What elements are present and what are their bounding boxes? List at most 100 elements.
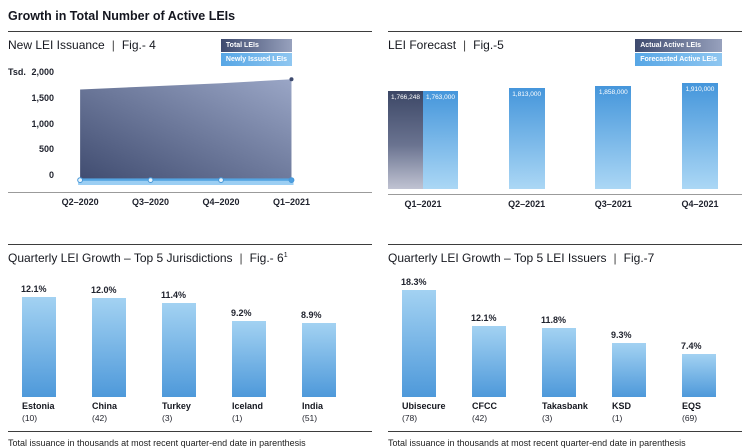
category-cell-ubisecure: Ubisecure (78)	[402, 401, 446, 427]
x-tick-label: Q4–2020	[202, 197, 240, 207]
fig4-title: New LEI Issuance	[8, 38, 105, 52]
y-tick: 1,000	[31, 118, 54, 129]
panel-fig7-frame: Quarterly LEI Growth – Top 5 LEI Issuers…	[388, 244, 742, 448]
fig6-title: Quarterly LEI Growth – Top 5 Jurisdictio…	[8, 251, 233, 265]
fig6-category-labels: Estonia (10) China (42) Turkey (3) Iceland (1) I…	[8, 401, 372, 427]
category-name: EQS	[682, 401, 702, 411]
category-cell-turkey: Turkey (3)	[162, 401, 196, 427]
fig7-bars: 18.3% 12.1% 11.8% 9.3% 7.4%	[388, 274, 742, 397]
fig5-x-axis-line	[388, 194, 742, 195]
top-row: New LEI Issuance | Fig.- 4 Total LEIs Newl…	[0, 31, 750, 244]
fig5-x-labels: Q1–2021 Q2–2021 Q3–2021 Q4–2021	[388, 199, 742, 209]
fig5-title: LEI Forecast	[388, 38, 457, 52]
bar-group-Q1-2021: 1,766,248 1,763,000	[388, 91, 458, 189]
category-count: (3)	[162, 413, 173, 423]
title-separator: |	[239, 251, 243, 265]
category-name: KSD	[612, 401, 632, 411]
fig7-footnote: Total issuance in thousands at most rece…	[388, 438, 686, 448]
newly-issued-marker	[218, 177, 224, 183]
panel-fig6-frame: Quarterly LEI Growth – Top 5 Jurisdictio…	[8, 244, 372, 448]
x-tick-label: Q3–2021	[594, 199, 632, 209]
bar-value-label: 1,763,000	[426, 94, 455, 101]
bar-percent-label: 18.3%	[401, 277, 427, 287]
fig4-x-axis-line	[8, 192, 372, 193]
forecast-bar: 1,763,000	[423, 91, 458, 189]
bar-cell-eqs: 7.4%	[681, 341, 716, 397]
page-title: Growth in Total Number of Active LEIs	[8, 9, 236, 23]
fig7-title: Quarterly LEI Growth – Top 5 LEI Issuers	[388, 251, 607, 265]
x-tick-label: Q4–2021	[681, 199, 719, 209]
section-title-fig7: Quarterly LEI Growth – Top 5 LEI Issuers…	[388, 245, 742, 265]
growth-bar	[302, 323, 336, 397]
bar-cell-ksd: 9.3%	[611, 330, 646, 397]
panel-fig5-frame: LEI Forecast | Fig.-5 Actual Active LEIs F…	[388, 31, 742, 244]
bar-cell-estonia: 12.1%	[21, 284, 56, 397]
category-name: China	[92, 401, 118, 411]
legend-newly-issued-leis: Newly Issued LEIs	[220, 53, 292, 66]
title-separator: |	[111, 38, 115, 52]
x-tick-label: Q1–2021	[404, 199, 442, 209]
bar-group-Q2-2021: 1,813,000	[508, 88, 545, 189]
x-tick-label: Q1–2021	[272, 197, 310, 207]
fig4-y-axis: Tsd. 2,000 1,500 1,000 500 0	[8, 67, 62, 180]
category-name: India	[302, 401, 324, 411]
bar-percent-label: 12.0%	[91, 285, 117, 295]
category-name: Turkey	[162, 401, 191, 411]
bar-percent-label: 11.4%	[161, 290, 187, 300]
fig6-bars: 12.1% 12.0% 11.4% 9.2% 8.9%	[8, 274, 372, 397]
x-tick-label: Q2–2021	[508, 199, 546, 209]
fig7-number: Fig.-7	[623, 251, 655, 265]
legend-forecasted-active-leis: Forecasted Active LEIs	[635, 53, 722, 66]
category-count: (51)	[302, 413, 318, 423]
section-title-fig6: Quarterly LEI Growth – Top 5 Jurisdictio…	[8, 245, 372, 265]
bar-cell-takasbank: 11.8%	[541, 315, 576, 397]
fig6-footnote: Total issuance in thousands at most rece…	[8, 438, 306, 448]
panel-top5-jurisdictions: Quarterly LEI Growth – Top 5 Jurisdictio…	[8, 244, 372, 448]
category-count: (1)	[232, 413, 243, 423]
newly-issued-marker	[147, 177, 154, 183]
legend-total-leis: Total LEIs	[220, 39, 292, 52]
bar-group-Q4-2021: 1,910,000	[681, 83, 718, 189]
growth-bar	[162, 303, 196, 397]
category-count: (10)	[22, 413, 38, 423]
forecast-bar: 1,858,000	[595, 86, 632, 189]
growth-bar	[402, 290, 436, 397]
title-separator: |	[613, 251, 617, 265]
actual-bar: 1,766,248	[388, 91, 423, 189]
bar-percent-label: 11.8%	[541, 315, 567, 325]
total-leis-area	[77, 77, 295, 185]
forecast-bar: 1,813,000	[508, 88, 545, 189]
fig4-chart: Tsd. 2,000 1,500 1,000 500 0	[8, 67, 372, 185]
bar-percent-label: 9.2%	[231, 308, 252, 318]
category-name: Estonia	[22, 401, 55, 411]
category-name: CFCC	[472, 401, 497, 411]
category-cell-china: China (42)	[92, 401, 126, 427]
bar-cell-turkey: 11.4%	[161, 290, 196, 397]
fig5-legend: Actual Active LEIs Forecasted Active LEI…	[635, 39, 722, 66]
newly-issued-marker	[77, 177, 84, 183]
fig6-footnote-rule	[8, 431, 372, 432]
bar-cell-iceland: 9.2%	[231, 308, 266, 397]
category-cell-estonia: Estonia (10)	[22, 401, 56, 427]
fig7-category-labels: Ubisecure (78) CFCC (42) Takasbank (3) KSD (1) E…	[388, 401, 742, 427]
y-tick: 0	[48, 170, 54, 180]
newly-issued-marker	[288, 177, 295, 183]
category-count: (78)	[402, 413, 418, 423]
category-cell-india: India (51)	[302, 401, 336, 427]
category-count: (1)	[612, 413, 623, 423]
bottom-row: Quarterly LEI Growth – Top 5 Jurisdictio…	[0, 244, 750, 448]
panel-fig4-frame: New LEI Issuance | Fig.- 4 Total LEIs Newl…	[8, 31, 372, 244]
growth-bar	[682, 354, 716, 397]
bar-value-label: 1,910,000	[685, 86, 715, 93]
category-name: Iceland	[232, 401, 264, 411]
bar-value-label: 1,813,000	[512, 91, 542, 98]
bar-percent-label: 12.1%	[471, 313, 497, 323]
growth-bar	[542, 328, 576, 397]
fig7-footnote-rule	[388, 431, 742, 432]
y-axis-unit: Tsd.	[8, 67, 26, 77]
bar-percent-label: 7.4%	[681, 341, 702, 351]
bar-value-label: 1,766,248	[391, 94, 420, 101]
growth-bar	[92, 298, 126, 397]
category-name: Ubisecure	[402, 401, 446, 411]
fig4-number: Fig.- 4	[121, 38, 156, 52]
